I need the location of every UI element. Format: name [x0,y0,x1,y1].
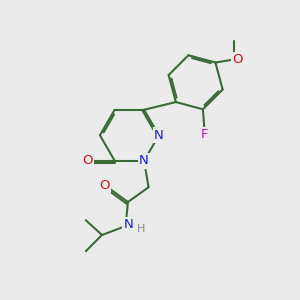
Text: N: N [124,218,134,231]
Text: O: O [82,154,92,167]
Text: F: F [201,128,208,141]
Text: N: N [139,154,149,167]
Text: O: O [99,179,110,192]
Text: O: O [232,53,242,66]
Text: H: H [137,224,145,234]
Text: N: N [154,129,164,142]
